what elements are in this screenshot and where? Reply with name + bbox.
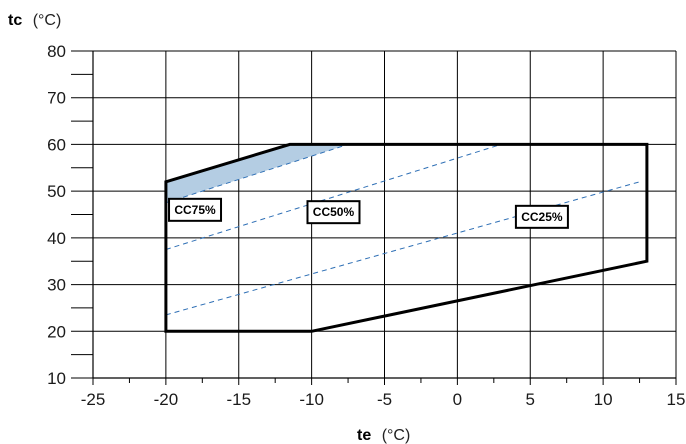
x-tick-label: 15 — [667, 390, 686, 409]
y-tick-label: 70 — [47, 89, 66, 108]
x-tick-label: 5 — [526, 390, 535, 409]
x-tick-label: 0 — [453, 390, 462, 409]
y-tick-label: 10 — [47, 369, 66, 388]
y-tick-label: 80 — [47, 42, 66, 61]
capacity-line — [165, 143, 349, 204]
annotation-box — [306, 200, 361, 225]
y-tick-label: 50 — [47, 182, 66, 201]
annotation-label: CC25% — [521, 210, 563, 224]
y-axis-var: tc — [8, 12, 22, 29]
x-axis-title: te (°C) — [357, 427, 410, 444]
y-tick-label: 20 — [47, 322, 66, 341]
envelope-layer — [164, 142, 649, 333]
y-axis-title: tc (°C) — [8, 12, 61, 29]
x-tick-label: 10 — [594, 390, 613, 409]
x-tick-label: -20 — [154, 390, 179, 409]
tick-layer: -25 -20 -15 -10 -5 0 5 10 15 10 20 30 40 50 60 70 80 — [47, 42, 685, 409]
annotation-label: CC50% — [313, 205, 355, 219]
envelope-polygon — [164, 142, 649, 333]
capacity-lines-layer — [165, 143, 640, 316]
capacity-line — [165, 143, 502, 250]
capacity-line — [165, 181, 640, 316]
x-axis-var: te — [357, 427, 371, 444]
y-tick-label: 30 — [47, 276, 66, 295]
y-axis-unit: (°C) — [33, 12, 62, 29]
y-tick-label: 60 — [47, 135, 66, 154]
x-axis-unit: (°C) — [382, 427, 411, 444]
annotation-layer: CC75% CC50% CC25% — [168, 197, 569, 229]
y-tick-label: 40 — [47, 229, 66, 248]
annotation-box — [168, 197, 223, 222]
x-tick-label: -25 — [81, 390, 106, 409]
x-tick-label: -10 — [299, 390, 324, 409]
x-tick-label: -5 — [377, 390, 392, 409]
annotation-label: CC75% — [174, 203, 216, 217]
x-tick-label: -15 — [226, 390, 251, 409]
annotation-box — [514, 204, 569, 229]
